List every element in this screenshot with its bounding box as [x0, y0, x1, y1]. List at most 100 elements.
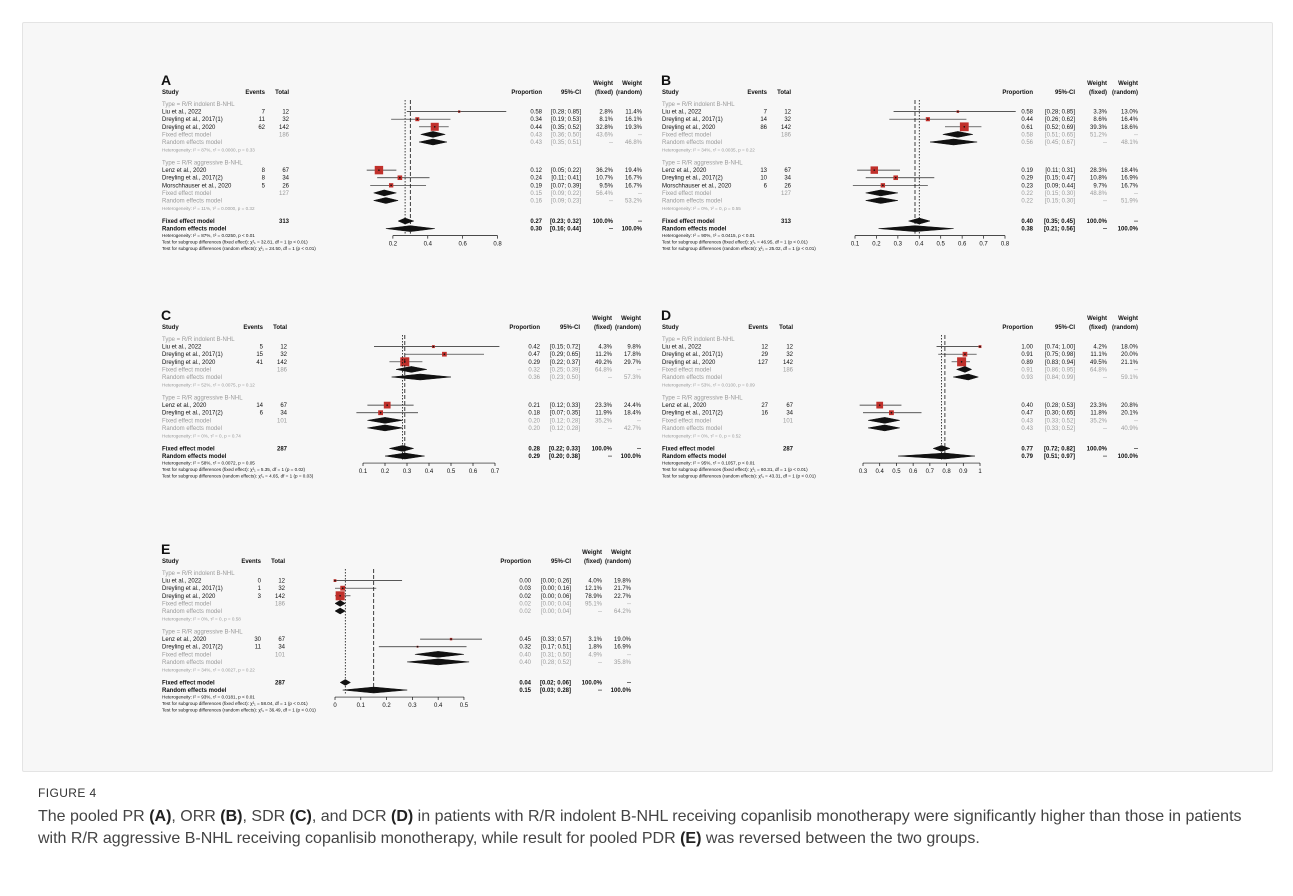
weight-fixed-value: 4.2%: [1093, 345, 1107, 351]
study-name: Dreyling et al., 2017(1): [162, 117, 223, 123]
subgroup-title: Type = R/R indolent B-NHL: [662, 337, 735, 343]
study-point: [458, 110, 460, 113]
weight-random-value: 57.3%: [624, 375, 642, 381]
x-tick-label: 0.7: [491, 469, 500, 475]
ci-value: [0.28; 0.85]: [1045, 110, 1075, 116]
events-value: 11: [255, 645, 262, 651]
x-tick-label: 0.1: [359, 469, 368, 475]
weight-fixed-value: --: [1103, 426, 1107, 432]
header-events: Events: [241, 559, 261, 565]
weight-fixed-value: 35.2%: [595, 418, 613, 424]
weight-random-value: 16.7%: [625, 176, 643, 182]
weight-random-value: 18.4%: [1121, 168, 1139, 174]
weight-random-value: 20.8%: [1121, 403, 1139, 409]
x-tick-label: 0.8: [942, 469, 951, 475]
weight-fixed-value: 64.8%: [1090, 367, 1108, 373]
subgroup-random-label: Random effects model: [162, 609, 222, 615]
subgroup-title: Type = R/R aggressive B-NHL: [662, 161, 743, 167]
proportion-value: 0.44: [1021, 117, 1033, 123]
proportion-value: 0.56: [1021, 140, 1033, 146]
subgroup-heterogeneity: Heterogeneity: I² = 0%, τ² = 0, p = 0.52: [662, 434, 741, 439]
proportion-value: 0.00: [519, 579, 531, 585]
weight-random-value: 51.9%: [1121, 199, 1139, 205]
proportion-value: 0.12: [530, 168, 542, 174]
weight-fixed-value: 4.9%: [588, 652, 602, 658]
subgroup-title: Type = R/R aggressive B-NHL: [662, 396, 743, 402]
proportion-value: 0.29: [528, 360, 540, 366]
weight-fixed-value: 49.2%: [595, 360, 613, 366]
study-point: [339, 595, 341, 597]
proportion-value: 0.40: [519, 660, 531, 666]
overall-heterogeneity: Heterogeneity: I² = 58%, τ² = 0.0072, p …: [162, 461, 255, 466]
ci-value: [0.86; 0.95]: [1045, 367, 1075, 373]
header-weight-fixed-sub: (fixed): [594, 325, 612, 331]
header-study: Study: [162, 559, 179, 565]
study-point: [432, 345, 435, 348]
subgroup-fixed-label: Fixed effect model: [162, 601, 211, 607]
subgroup-random-diamond: [867, 424, 900, 432]
weight-fixed-value: 51.2%: [1090, 132, 1108, 138]
header-ci: 95%-CI: [561, 90, 581, 96]
x-tick-label: 0.4: [876, 469, 885, 475]
subgroup-fixed-label: Fixed effect model: [662, 132, 711, 138]
header-weight-random: Weight: [1118, 81, 1138, 87]
overall-random-diamond: [898, 452, 976, 460]
x-tick-label: 0.7: [979, 242, 988, 248]
proportion-value: 0.58: [1021, 110, 1033, 116]
weight-random-value: --: [637, 367, 641, 373]
ci-value: [0.00; 0.04]: [541, 601, 571, 607]
proportion-value: 0.30: [530, 227, 542, 233]
weight-random-value: --: [1134, 418, 1138, 424]
header-study: Study: [162, 325, 179, 331]
overall-fixed-diamond: [389, 445, 415, 452]
weight-fixed-value: 78.9%: [585, 594, 603, 600]
weight-fixed-value: 64.8%: [595, 367, 613, 373]
ci-value: [0.33; 0.57]: [541, 637, 571, 643]
header-weight-random-sub: (random): [605, 559, 631, 565]
x-tick-label: 0.3: [859, 469, 868, 475]
x-tick-label: 0.4: [425, 469, 434, 475]
header-study: Study: [162, 90, 179, 96]
ci-value: [0.00; 0.26]: [541, 579, 571, 585]
weight-random-value: 9.8%: [627, 345, 641, 351]
events-value: 5: [260, 345, 264, 351]
weight-random-value: 18.4%: [624, 411, 642, 417]
subgroup-fixed-diamond: [865, 189, 898, 197]
x-tick-label: 0.1: [357, 703, 366, 709]
header-weight-random-sub: (random): [615, 325, 641, 331]
study-point: [433, 126, 436, 128]
weight-fixed-value: 3.3%: [1093, 110, 1107, 116]
study-name: Dreyling et al., 2017(2): [162, 645, 223, 651]
total-value: 32: [784, 117, 791, 123]
weight-fixed-value: 1.8%: [588, 645, 602, 651]
weight-fixed-value: 35.2%: [1090, 418, 1108, 424]
study-name: Dreyling et al., 2020: [662, 125, 716, 131]
x-tick-label: 0.1: [851, 242, 860, 248]
overall-random-label: Random effects model: [662, 454, 727, 460]
ci-value: [0.15; 0.30]: [1045, 191, 1075, 197]
subgroup-fixed-label: Fixed effect model: [662, 191, 711, 197]
events-value: 0: [258, 579, 262, 585]
study-point: [873, 169, 876, 171]
forest-panel-b: B Study Events Total Proportion 95%-CI Weight (…: [661, 72, 1139, 251]
proportion-value: 0.02: [519, 601, 531, 607]
proportion-value: 0.21: [528, 403, 540, 409]
events-value: 11: [259, 117, 266, 123]
ci-value: [0.22; 0.37]: [550, 360, 580, 366]
header-events: Events: [747, 90, 767, 96]
weight-fixed-value: 36.2%: [596, 168, 614, 174]
ci-value: [0.75; 0.98]: [1045, 352, 1075, 358]
overall-fixed-diamond: [339, 679, 351, 686]
subgroup-fixed-diamond: [395, 366, 427, 373]
proportion-value: 0.20: [528, 426, 540, 432]
subgroup-title: Type = R/R indolent B-NHL: [162, 571, 235, 577]
subgroup-title: Type = R/R indolent B-NHL: [162, 337, 235, 343]
ci-value: [0.36; 0.50]: [551, 132, 581, 138]
ci-value: [0.52; 0.69]: [1045, 125, 1075, 131]
total-value: 34: [784, 176, 791, 182]
subgroup-fixed-total: 186: [279, 132, 290, 138]
weight-random-value: --: [637, 418, 641, 424]
weight-fixed-value: 10.7%: [596, 176, 614, 182]
